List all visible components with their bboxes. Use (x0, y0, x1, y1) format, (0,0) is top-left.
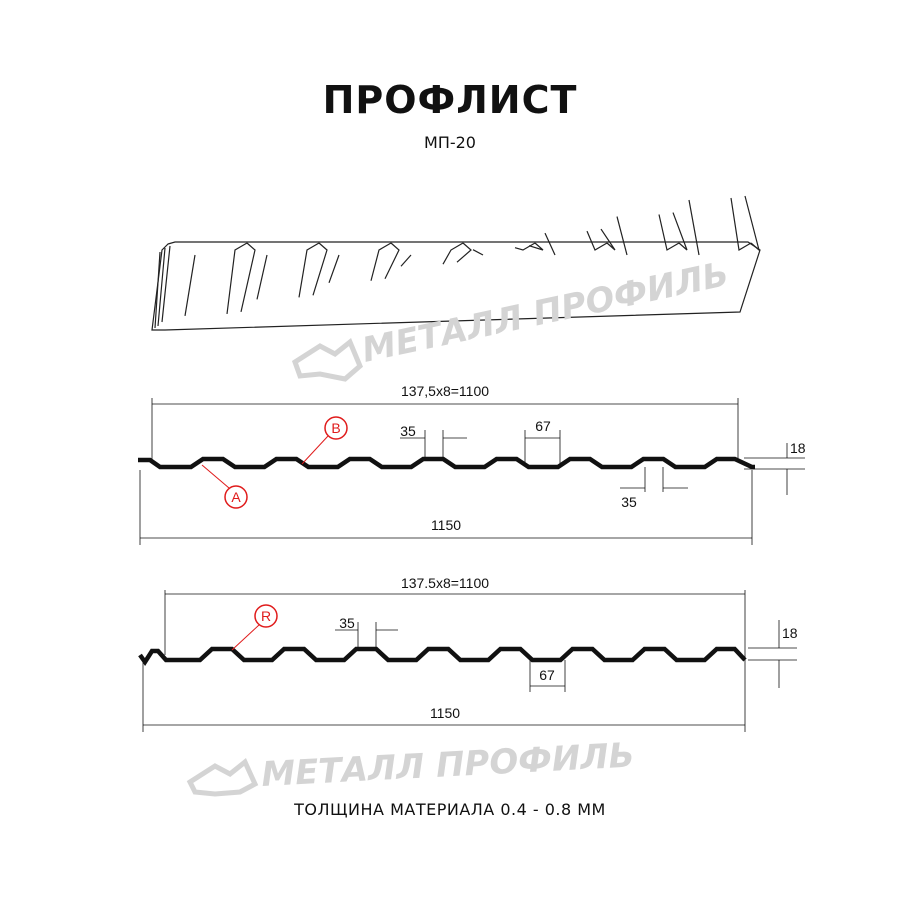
sheet-rib (370, 242, 392, 281)
height-label: 18 (790, 440, 806, 456)
sheet-rib (240, 242, 256, 313)
sheet-rib (586, 230, 608, 251)
watermark-1: МЕТАЛЛ ПРОФИЛЬ (291, 254, 733, 382)
marker-a: A (231, 489, 241, 505)
sheet-rib (544, 232, 556, 256)
watermark-text: МЕТАЛЛ ПРОФИЛЬ (359, 254, 733, 371)
profile-a-drawing: 137,5x8=1100 1150 35 67 35 18 B A (138, 383, 806, 545)
sheet-rib (616, 216, 628, 256)
sheet-rib (298, 242, 320, 298)
profile-r-shape (138, 646, 747, 667)
sheet-rib (688, 199, 700, 256)
sheet-rib (528, 242, 544, 251)
sheet-rib (600, 228, 616, 251)
total-width-label: 1150 (430, 705, 460, 721)
sheet-rib (154, 245, 171, 329)
pitch-label: 137.5x8=1100 (401, 575, 489, 591)
sheet-rib (442, 242, 464, 265)
sheet-rib (744, 195, 761, 252)
sheet-rib (514, 242, 536, 251)
sheet-rib (400, 254, 412, 267)
valley-label: 67 (539, 667, 555, 683)
height-label: 18 (782, 625, 798, 641)
sheet-rib (658, 214, 680, 251)
profile-a-shape (138, 456, 755, 470)
sheet-rib (730, 197, 752, 251)
total-width-label: 1150 (431, 517, 461, 533)
profile-r-drawing: 137.5x8=1100 1150 35 67 18 R (138, 575, 798, 732)
valley-label: 67 (535, 418, 551, 434)
sheet-rib (226, 242, 248, 314)
sheet-rib (256, 254, 268, 300)
sheet-rib (312, 242, 328, 296)
watermark-text: МЕТАЛЛ ПРОФИЛЬ (260, 735, 635, 794)
rib-top-label: 35 (400, 423, 416, 439)
page-subtitle: МП-20 (424, 133, 476, 152)
watermark-2: МЕТАЛЛ ПРОФИЛЬ (186, 735, 635, 797)
pitch-label: 137,5x8=1100 (401, 383, 489, 399)
sheet-3d-illustration (151, 195, 761, 331)
rib-bottom-label: 35 (621, 494, 637, 510)
sheet-rib (184, 254, 196, 316)
page-title: ПРОФЛИСТ (322, 78, 578, 122)
sheet-rib (472, 249, 484, 256)
material-thickness: ТОЛЩИНА МАТЕРИАЛА 0.4 - 0.8 ММ (294, 800, 606, 819)
sheet-rib (672, 212, 688, 251)
sheet-rib (384, 242, 400, 280)
marker-r: R (261, 608, 271, 624)
rib-top-label: 35 (339, 615, 355, 631)
marker-b: B (331, 420, 340, 436)
sheet-rib (456, 242, 472, 263)
sheet-rib (328, 254, 340, 283)
